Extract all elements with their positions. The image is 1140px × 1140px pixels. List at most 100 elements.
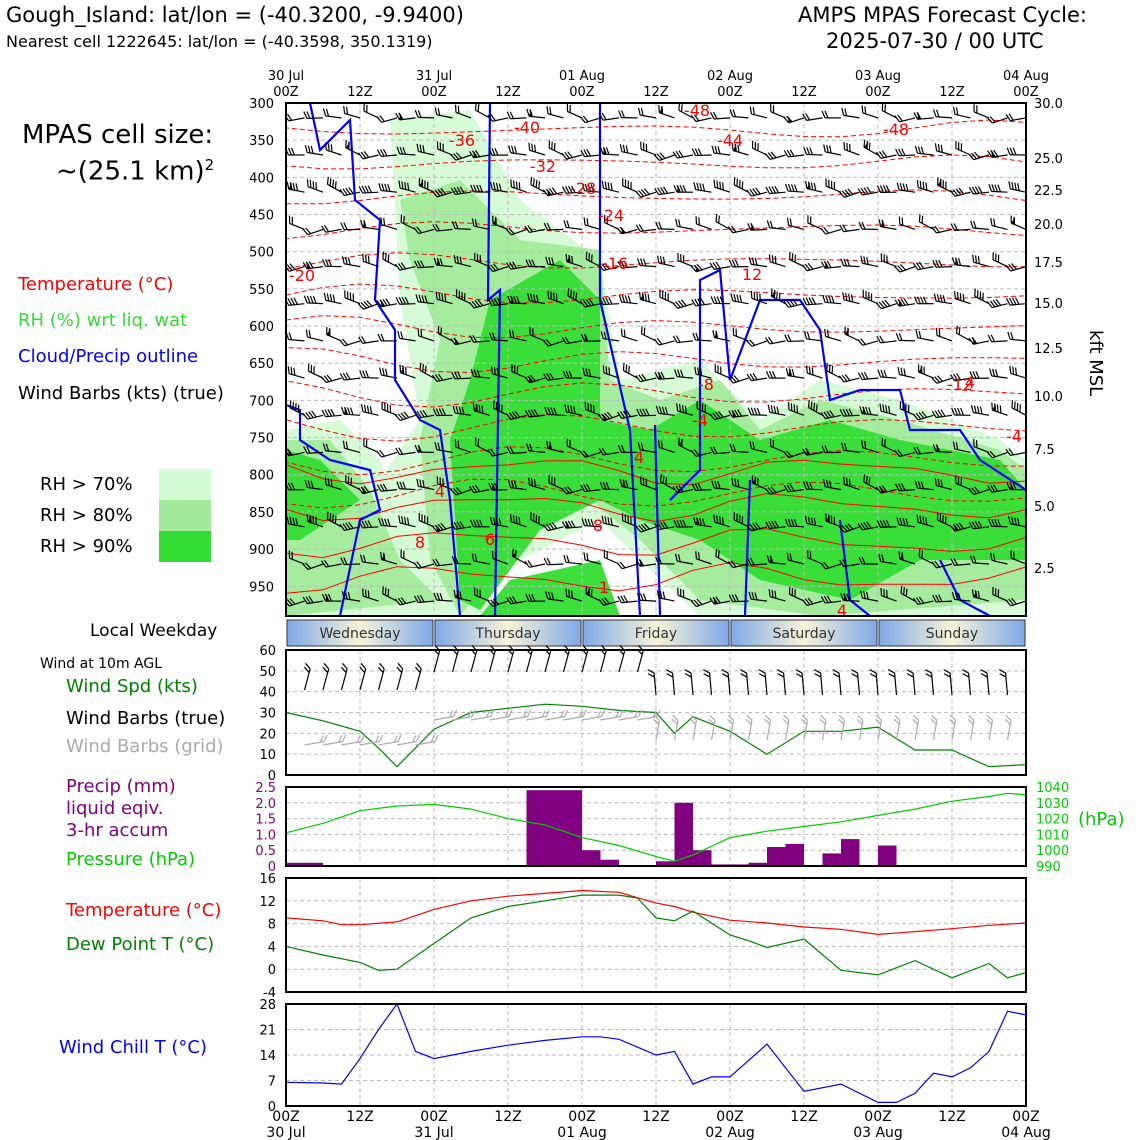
barb-feather [877, 369, 882, 378]
barb-feather [454, 371, 459, 380]
barb-feather [784, 518, 789, 527]
barb-feather [616, 562, 623, 570]
barb-feather [343, 557, 348, 565]
barb-feather [455, 487, 463, 494]
wind-barb [951, 407, 971, 416]
wind-barb [988, 184, 1008, 193]
wind-barb [340, 222, 361, 231]
barb-feather [507, 480, 512, 488]
barb-feather [844, 374, 851, 381]
barb-feather [737, 144, 740, 153]
barb-feather [590, 518, 595, 527]
barb-feather [488, 148, 493, 156]
wind-barb [950, 558, 971, 566]
barb-feather [491, 148, 496, 156]
barb-feather [932, 594, 937, 603]
barb-feather [980, 673, 988, 678]
wind-barb [820, 561, 842, 570]
barb-feather [647, 673, 655, 678]
barb-feather [495, 182, 499, 191]
barb-feather [495, 517, 499, 526]
wind-barb [272, 484, 287, 493]
barb-feather [546, 222, 552, 231]
barb-feather [870, 293, 873, 301]
barb-feather [422, 145, 425, 153]
barb-feather [801, 718, 808, 725]
wind-barb [672, 150, 694, 159]
barb-feather [684, 405, 687, 414]
wind-barb [543, 372, 564, 381]
barb-feather [325, 108, 330, 117]
barb-feather [915, 597, 922, 605]
barb-feather [376, 450, 383, 458]
barb-feather [885, 405, 888, 413]
barb-feather [695, 216, 698, 224]
precip-bar [785, 843, 804, 866]
wind-barb [770, 288, 786, 305]
barb-feather [712, 412, 718, 420]
barb-feather [662, 475, 665, 484]
barb-feather [898, 551, 901, 560]
barb-feather [1005, 298, 1011, 306]
barb-feather [525, 259, 530, 267]
wind-barb [659, 289, 675, 305]
barb-feather [379, 367, 382, 376]
barb-feather [399, 364, 402, 373]
wind-barb [376, 449, 398, 458]
wind-barb [361, 588, 379, 602]
barb-feather [937, 144, 941, 152]
barb-feather [272, 484, 276, 491]
wind-barb [822, 479, 842, 491]
barb-feather [768, 589, 771, 597]
barb-feather [459, 256, 462, 265]
barb-feather [802, 113, 808, 121]
wind-barb [841, 442, 860, 453]
barb-feather [474, 300, 481, 307]
wind-barb [286, 516, 305, 528]
surface-barb-true [924, 669, 935, 696]
barb-feather [490, 114, 496, 121]
barb-feather [883, 254, 885, 262]
barb-feather [1006, 482, 1011, 490]
rh80-label: RH > 80% [40, 505, 133, 526]
barb-feather [455, 152, 462, 159]
barb-feather [845, 408, 851, 417]
barb-feather [295, 518, 299, 526]
barb-feather [363, 150, 370, 158]
barb-feather [640, 141, 642, 150]
wind-barb [579, 450, 601, 458]
barb-feather [848, 478, 851, 487]
wind-barb [529, 327, 546, 342]
barb-feather [936, 294, 940, 302]
barb-feather [1011, 597, 1017, 605]
barb-feather [979, 406, 983, 415]
barb-feather [404, 296, 410, 305]
barb-feather [490, 366, 494, 375]
barb-feather [621, 110, 626, 118]
barb-feather [656, 255, 660, 264]
barb-feather [342, 523, 348, 531]
barb-feather [787, 402, 790, 410]
barb-feather [847, 523, 854, 530]
barb-feather [365, 254, 367, 263]
barb-feather [604, 262, 610, 270]
barb-feather [710, 296, 715, 304]
surface-barb-grid [819, 714, 827, 741]
barb-feather [810, 401, 813, 410]
surface-barb-true [665, 669, 676, 696]
kft-tick-label: 7.5 [1034, 443, 1055, 458]
barb-feather [508, 227, 515, 235]
rh90-label: RH > 90% [40, 536, 133, 557]
barb-feather [450, 338, 456, 346]
barb-feather [774, 590, 777, 599]
barb-feather [658, 556, 663, 564]
wind-barb [339, 187, 361, 197]
barb-feather [860, 255, 863, 264]
wind-barb [838, 188, 860, 198]
barb-feather [584, 183, 589, 192]
barb-feather [524, 376, 531, 384]
barb-feather [715, 261, 721, 269]
barb-feather [727, 376, 734, 384]
barb-feather [474, 219, 478, 227]
wind-barb [584, 401, 601, 416]
